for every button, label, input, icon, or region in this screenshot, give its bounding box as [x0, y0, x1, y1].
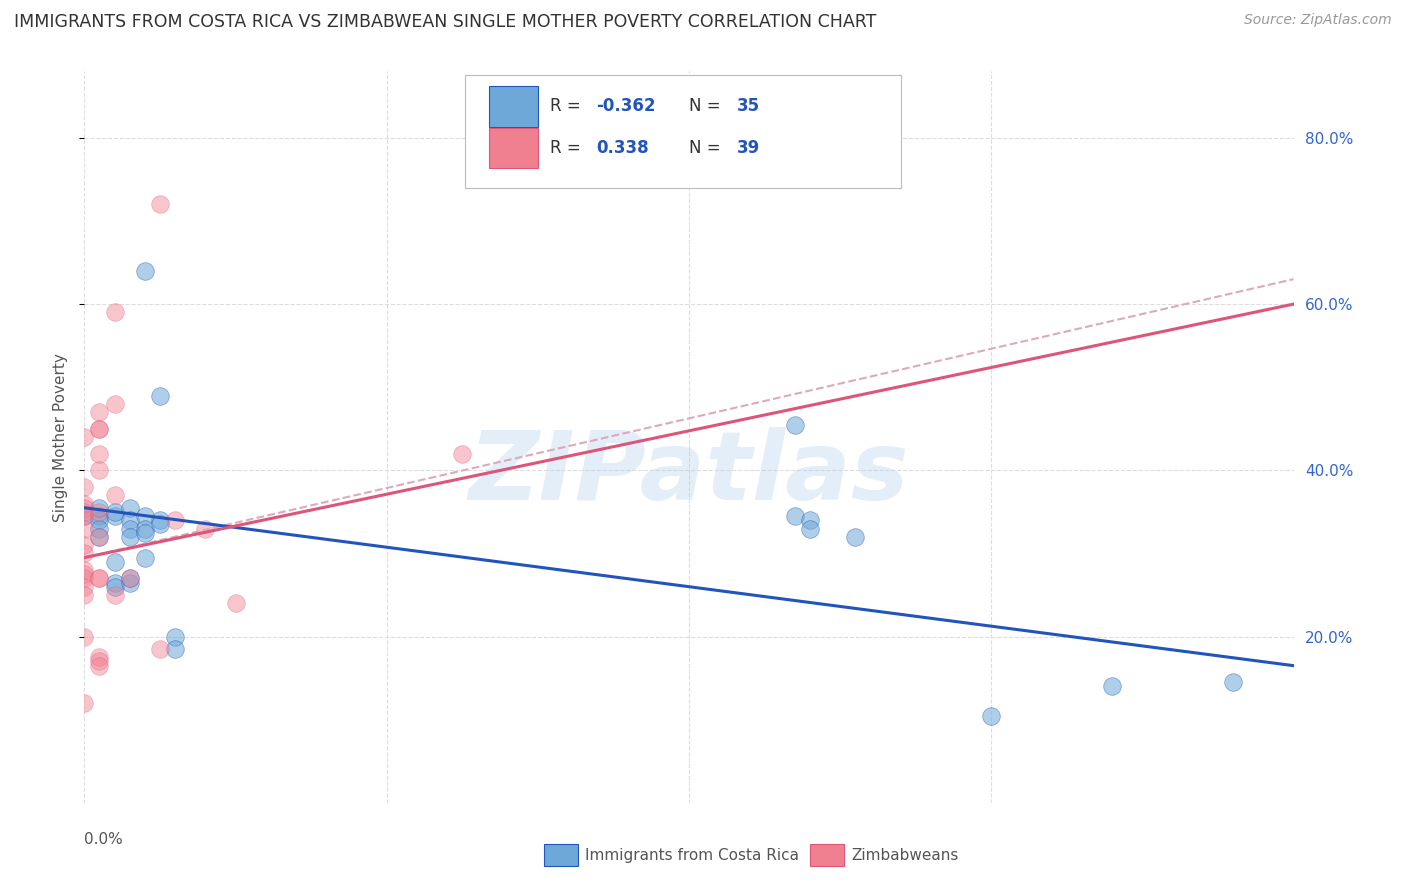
Text: IMMIGRANTS FROM COSTA RICA VS ZIMBABWEAN SINGLE MOTHER POVERTY CORRELATION CHART: IMMIGRANTS FROM COSTA RICA VS ZIMBABWEAN…: [14, 13, 876, 31]
Point: [165, 513, 187, 527]
Point: [104, 555, 127, 569]
Point: [89, 422, 111, 436]
Point: [73, 563, 96, 577]
Point: [149, 513, 172, 527]
Point: [89, 530, 111, 544]
Point: [73, 538, 96, 552]
Point: [194, 521, 217, 535]
Point: [73, 509, 96, 524]
Text: Zimbabweans: Zimbabweans: [851, 848, 959, 863]
Point: [73, 567, 96, 582]
Point: [980, 708, 1002, 723]
Point: [89, 422, 111, 436]
Bar: [810, 845, 844, 866]
Point: [89, 571, 111, 585]
Point: [118, 500, 141, 515]
Point: [451, 447, 474, 461]
Point: [89, 513, 111, 527]
Point: [104, 575, 127, 590]
Point: [104, 509, 127, 524]
Point: [149, 388, 172, 402]
Point: [89, 463, 111, 477]
Point: [783, 417, 806, 432]
Point: [104, 397, 127, 411]
Point: [118, 530, 141, 544]
Point: [165, 630, 187, 644]
Text: Source: ZipAtlas.com: Source: ZipAtlas.com: [1244, 13, 1392, 28]
Text: 39: 39: [737, 139, 761, 157]
Point: [73, 580, 96, 594]
Text: R =: R =: [550, 97, 586, 115]
Point: [783, 509, 806, 524]
Text: 35: 35: [737, 97, 761, 115]
Point: [73, 571, 96, 585]
Point: [89, 530, 111, 544]
Text: R =: R =: [550, 139, 591, 157]
Point: [73, 505, 96, 519]
Point: [73, 509, 96, 524]
Point: [104, 580, 127, 594]
Point: [1101, 680, 1123, 694]
Point: [73, 480, 96, 494]
Point: [104, 505, 127, 519]
Point: [73, 497, 96, 511]
Point: [73, 546, 96, 560]
Point: [89, 521, 111, 535]
Y-axis label: Single Mother Poverty: Single Mother Poverty: [53, 352, 69, 522]
Point: [73, 500, 96, 515]
Point: [104, 305, 127, 319]
Point: [149, 642, 172, 657]
Point: [104, 588, 127, 602]
Point: [89, 505, 111, 519]
Text: Immigrants from Costa Rica: Immigrants from Costa Rica: [585, 848, 799, 863]
Point: [134, 525, 156, 540]
Point: [149, 517, 172, 532]
Point: [89, 509, 111, 524]
Point: [134, 521, 156, 535]
Point: [134, 509, 156, 524]
Point: [73, 430, 96, 444]
Point: [134, 550, 156, 565]
Text: -0.362: -0.362: [596, 97, 655, 115]
Point: [1222, 675, 1244, 690]
Point: [225, 596, 247, 610]
Point: [89, 655, 111, 669]
Point: [134, 264, 156, 278]
Point: [118, 575, 141, 590]
Bar: [489, 128, 538, 169]
Point: [118, 571, 141, 585]
Point: [799, 513, 821, 527]
Point: [149, 197, 172, 211]
Point: [89, 658, 111, 673]
Point: [89, 500, 111, 515]
Text: N =: N =: [689, 97, 725, 115]
Bar: [489, 87, 538, 127]
Point: [165, 642, 187, 657]
Point: [73, 588, 96, 602]
Point: [844, 530, 866, 544]
Text: 0.338: 0.338: [596, 139, 648, 157]
Point: [118, 571, 141, 585]
Point: [73, 630, 96, 644]
Point: [118, 521, 141, 535]
Point: [73, 696, 96, 710]
Point: [89, 405, 111, 419]
Bar: [544, 845, 578, 866]
Point: [89, 447, 111, 461]
Point: [104, 488, 127, 502]
Point: [73, 521, 96, 535]
Point: [89, 650, 111, 665]
Point: [799, 521, 821, 535]
Text: N =: N =: [689, 139, 725, 157]
Point: [118, 513, 141, 527]
Text: ZIPatlas: ZIPatlas: [468, 427, 910, 520]
FancyBboxPatch shape: [465, 75, 901, 188]
Text: 0.0%: 0.0%: [84, 832, 124, 847]
Point: [89, 571, 111, 585]
